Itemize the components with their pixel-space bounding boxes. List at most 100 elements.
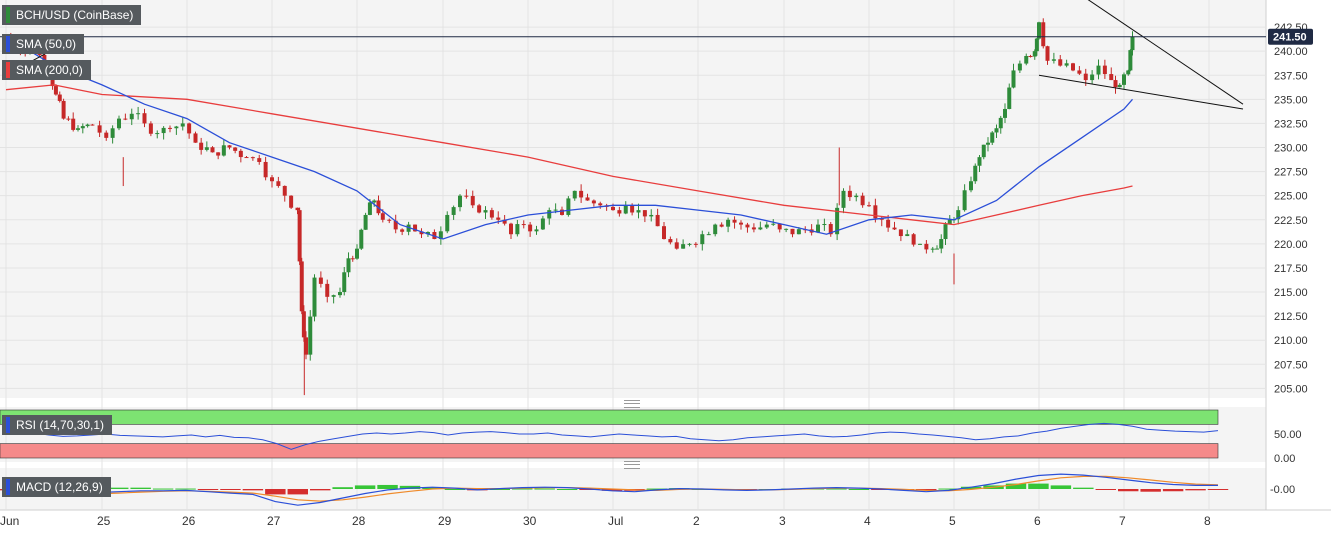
time-tick-label: 27 bbox=[267, 514, 281, 528]
candle bbox=[566, 196, 571, 217]
macd-title-text: MACD (12,26,9) bbox=[16, 480, 103, 494]
candle-body bbox=[977, 157, 982, 166]
candle-body bbox=[784, 228, 789, 230]
candle bbox=[104, 130, 109, 141]
candle-body bbox=[470, 196, 475, 206]
candle bbox=[745, 222, 750, 233]
candle bbox=[1045, 45, 1050, 65]
sma200-legend-text: SMA (200,0) bbox=[16, 63, 83, 77]
candle-body bbox=[325, 283, 330, 297]
candle bbox=[419, 228, 424, 238]
rsi-line bbox=[5, 422, 1219, 450]
candle bbox=[674, 238, 679, 250]
candle bbox=[318, 271, 323, 288]
macd-histogram-bar bbox=[646, 488, 668, 490]
candle-body bbox=[1003, 108, 1007, 118]
candle bbox=[905, 229, 910, 237]
candle-body bbox=[161, 127, 166, 134]
pane-resize-handle-1[interactable] bbox=[624, 400, 640, 408]
sma50-line bbox=[5, 36, 1133, 240]
candle-body bbox=[174, 126, 179, 129]
candle bbox=[1128, 49, 1133, 72]
candle bbox=[739, 220, 743, 230]
candle-body bbox=[935, 248, 939, 250]
candle-body bbox=[129, 113, 134, 120]
candle bbox=[263, 156, 268, 181]
price-tick-label: 220.00 bbox=[1274, 239, 1308, 251]
candle bbox=[515, 219, 520, 237]
price-tick-label: 227.50 bbox=[1274, 167, 1308, 179]
candle-body bbox=[924, 243, 929, 250]
candle-body bbox=[828, 224, 833, 235]
macd-histogram-bar bbox=[1140, 489, 1161, 492]
candle-body bbox=[816, 224, 820, 233]
candle bbox=[732, 216, 737, 229]
candle-body bbox=[117, 118, 121, 129]
candle bbox=[591, 199, 596, 207]
candle bbox=[777, 223, 782, 233]
candle-body bbox=[355, 248, 359, 259]
candle bbox=[363, 212, 368, 230]
candle-body bbox=[110, 128, 115, 138]
sma50-legend[interactable]: SMA (50,0) bbox=[2, 34, 85, 54]
candle bbox=[66, 116, 71, 122]
candle bbox=[161, 126, 166, 140]
candle bbox=[470, 190, 475, 209]
candle-body bbox=[331, 295, 336, 297]
candle bbox=[76, 125, 80, 132]
candle bbox=[325, 279, 330, 303]
candle-body bbox=[1051, 59, 1056, 61]
candle bbox=[981, 144, 986, 160]
price-tick-label: 240.00 bbox=[1274, 46, 1308, 58]
candle-body bbox=[263, 161, 268, 178]
candle bbox=[956, 206, 961, 225]
candle-body bbox=[515, 224, 520, 235]
candle-body bbox=[464, 195, 469, 197]
pane-resize-handle-2[interactable] bbox=[624, 461, 640, 469]
candle-body bbox=[617, 210, 622, 214]
macd-histogram-bar bbox=[220, 489, 241, 490]
time-tick-label: 26 bbox=[182, 514, 196, 528]
candle bbox=[387, 218, 392, 224]
sma200-legend[interactable]: SMA (200,0) bbox=[2, 60, 91, 80]
sma50-swatch bbox=[6, 36, 10, 52]
candle-body bbox=[642, 210, 647, 217]
candle bbox=[90, 123, 95, 126]
candle bbox=[483, 206, 488, 220]
rsi-title-label[interactable]: RSI (14,70,30,1) bbox=[2, 415, 113, 435]
candle-body bbox=[1024, 55, 1029, 64]
candle bbox=[346, 252, 351, 278]
macd-swatch bbox=[6, 479, 10, 495]
candle-body bbox=[706, 234, 711, 236]
candle bbox=[930, 246, 935, 253]
candle-body bbox=[758, 227, 763, 230]
candle-body bbox=[521, 224, 526, 226]
candle bbox=[1024, 53, 1029, 66]
candle-body bbox=[148, 123, 153, 134]
candle-body bbox=[990, 132, 995, 143]
candle bbox=[784, 228, 789, 233]
candle-body bbox=[376, 200, 381, 214]
macd-histogram-bar bbox=[826, 488, 847, 490]
price-tick-label: 207.50 bbox=[1274, 359, 1308, 371]
candle bbox=[854, 193, 859, 202]
candle-body bbox=[193, 133, 198, 143]
candle-body bbox=[509, 223, 513, 235]
candle bbox=[477, 203, 482, 214]
candle-body bbox=[623, 205, 628, 214]
candle bbox=[700, 230, 705, 251]
price-tick-label: 222.50 bbox=[1274, 215, 1308, 227]
candle-body bbox=[1037, 22, 1041, 39]
candle-body bbox=[1096, 65, 1101, 75]
macd-title-label[interactable]: MACD (12,26,9) bbox=[2, 477, 111, 497]
candle-body bbox=[199, 142, 204, 150]
candle-body bbox=[295, 207, 300, 211]
candle-body bbox=[918, 243, 922, 245]
candle bbox=[939, 234, 944, 254]
candle-body bbox=[841, 190, 846, 208]
candle-body bbox=[71, 118, 76, 130]
time-tick-label: 28 bbox=[352, 514, 366, 528]
candle-body bbox=[338, 292, 342, 296]
candle bbox=[585, 193, 590, 201]
candle-body bbox=[751, 227, 756, 230]
